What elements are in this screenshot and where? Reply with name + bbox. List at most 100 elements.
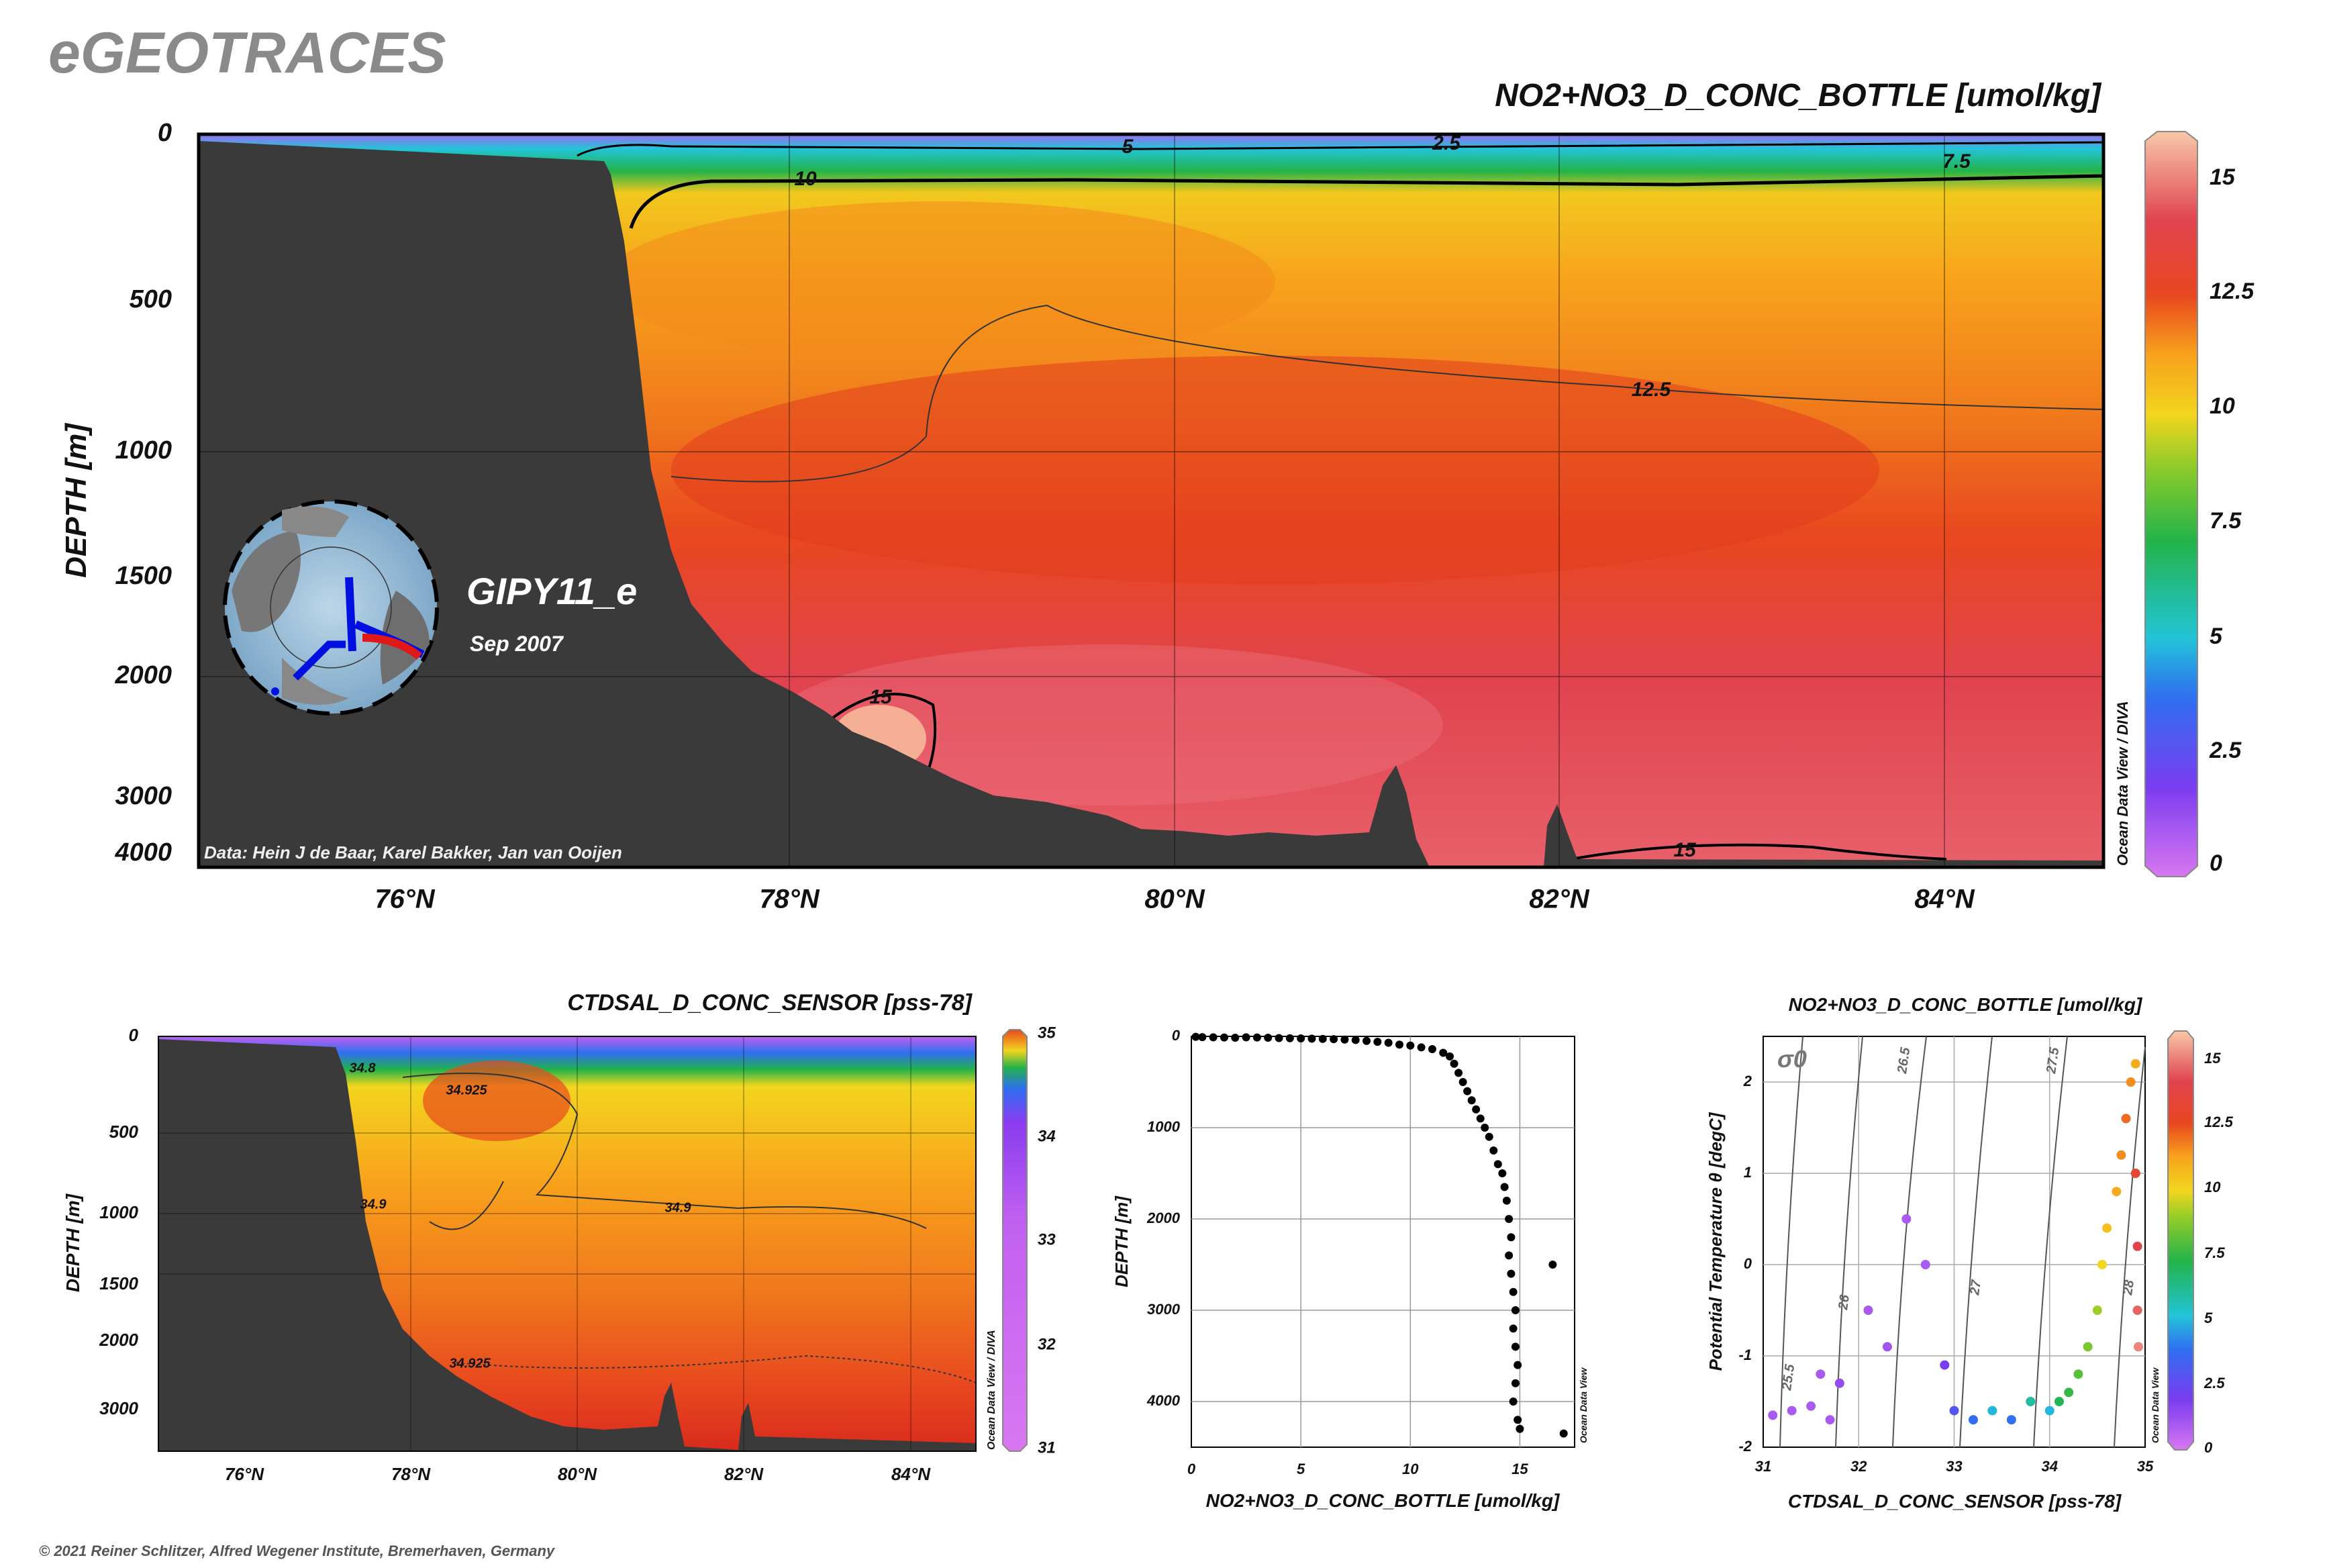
salinity-blob xyxy=(423,1061,571,1141)
ts-ytick-2: 0 xyxy=(1744,1255,1752,1272)
ts-cbar-tick-3: 7.5 xyxy=(2204,1244,2225,1261)
profile-point xyxy=(1498,1169,1507,1177)
main-xtick-0: 76°N xyxy=(375,885,435,914)
main-field-blob-orange xyxy=(604,201,1275,362)
ts-point xyxy=(2073,1369,2083,1379)
profile-point xyxy=(1191,1032,1200,1041)
ts-point xyxy=(1901,1214,1912,1224)
ts-point xyxy=(2026,1397,2036,1406)
ts-point xyxy=(1968,1415,1978,1425)
main-seafloor xyxy=(199,141,2103,867)
main-contour-label-4: 12.5 xyxy=(1632,379,1672,401)
profile-point xyxy=(1439,1048,1448,1057)
main-section-title: NO2+NO3_D_CONC_BOTTLE [umol/kg] xyxy=(1495,78,2102,113)
salinity-ytick-3: 1500 xyxy=(99,1273,138,1293)
ts-grid xyxy=(1763,1036,2145,1447)
profile-point xyxy=(1340,1035,1349,1044)
profile-point xyxy=(1505,1251,1514,1260)
profile-point xyxy=(1275,1034,1283,1042)
ts-point xyxy=(2097,1260,2107,1269)
ts-cbar-tick-6: 15 xyxy=(2204,1050,2221,1067)
profile-point xyxy=(1384,1038,1393,1047)
profile-point xyxy=(1509,1287,1518,1296)
profile-point xyxy=(1472,1105,1481,1114)
footer-copyright: © 2021 Reiner Schlitzer, Alfred Wegener … xyxy=(39,1542,556,1559)
main-xtick-1: 78°N xyxy=(759,885,820,914)
contour-15-left xyxy=(831,693,937,779)
main-xtick-2: 80°N xyxy=(1144,885,1205,914)
ts-points xyxy=(1768,1059,2144,1425)
ts-point xyxy=(1882,1342,1892,1352)
ts-cbar-tick-2: 5 xyxy=(2204,1310,2213,1326)
salinity-contour xyxy=(402,1073,927,1230)
ts-point xyxy=(2126,1077,2136,1087)
profile-ylabel: DEPTH [m] xyxy=(1111,1195,1132,1287)
salinity-xtick-2: 80°N xyxy=(558,1464,597,1484)
profile-point xyxy=(1428,1045,1436,1054)
profile-point xyxy=(1511,1342,1520,1351)
main-ylabel: DEPTH [m] xyxy=(60,423,93,578)
profile-point xyxy=(1505,1215,1514,1223)
main-field-blob-pink xyxy=(772,644,1443,805)
ts-isopycnals xyxy=(1779,1036,2146,1448)
profile-point xyxy=(1446,1052,1454,1061)
main-colorbar xyxy=(2144,131,2198,877)
profile-ytick-1: 1000 xyxy=(1147,1118,1181,1135)
salinity-section-plot: CTDSAL_D_CONC_SENSOR [pss-78] 76°N 78°N 80… xyxy=(62,990,1056,1484)
ts-point xyxy=(1834,1378,1844,1388)
contour-10 xyxy=(629,174,2104,229)
profile-ytick-0: 0 xyxy=(1172,1027,1181,1044)
salinity-xtick-1: 78°N xyxy=(391,1464,431,1484)
ts-point xyxy=(2112,1187,2122,1197)
profile-point xyxy=(1516,1424,1524,1433)
main-ytick-6: 4000 xyxy=(114,838,172,867)
profile-point xyxy=(1493,1160,1502,1169)
profile-point xyxy=(1417,1043,1426,1052)
ts-point xyxy=(2102,1223,2112,1233)
profile-point xyxy=(1264,1034,1273,1042)
contour-5 xyxy=(577,141,2104,157)
ts-ytick-3: 1 xyxy=(1744,1164,1752,1181)
salinity-cbar-tick-1: 32 xyxy=(1038,1335,1056,1353)
ts-point xyxy=(2132,1241,2142,1251)
main-grid xyxy=(199,134,2103,867)
salinity-cbar-tick-3: 34 xyxy=(1038,1127,1056,1145)
ts-isopycnal-label-1: 26 xyxy=(1836,1293,1852,1312)
ts-watermark: Ocean Data View xyxy=(2150,1367,2161,1443)
main-field-blob-red xyxy=(671,356,1879,584)
salinity-xtick-3: 82°N xyxy=(724,1464,764,1484)
salinity-cbar-tick-0: 31 xyxy=(1038,1438,1056,1457)
salinity-frame xyxy=(158,1036,977,1452)
ts-point xyxy=(1987,1406,1997,1416)
ts-point xyxy=(2121,1114,2131,1124)
cruise-date: Sep 2007 xyxy=(470,632,564,656)
ts-cbar-tick-1: 2.5 xyxy=(2204,1375,2225,1391)
profile-point xyxy=(1297,1034,1305,1042)
profile-xtick-2: 10 xyxy=(1402,1461,1419,1477)
salinity-ytick-0: 0 xyxy=(129,1025,139,1045)
salinity-grid xyxy=(158,1036,976,1451)
main-cbar-tick-4: 10 xyxy=(2210,393,2235,419)
profile-point xyxy=(1231,1034,1240,1042)
ts-ytick-4: 2 xyxy=(1743,1073,1752,1089)
ts-cbar-tick-5: 12.5 xyxy=(2204,1114,2234,1130)
salinity-contour-label-0: 34.8 xyxy=(350,1061,377,1075)
salinity-ytick-5: 3000 xyxy=(99,1398,138,1418)
salinity-ytick-2: 1000 xyxy=(99,1202,138,1222)
profile-point xyxy=(1458,1078,1467,1086)
profile-point xyxy=(1514,1361,1522,1369)
profile-point xyxy=(1198,1033,1207,1042)
ts-colorbar xyxy=(2167,1030,2194,1451)
ts-point xyxy=(2116,1150,2126,1160)
main-contour-label-3: 10 xyxy=(794,168,817,190)
profile-point xyxy=(1220,1033,1228,1042)
ts-xlabel: CTDSAL_D_CONC_SENSOR [pss-78] xyxy=(1788,1491,2122,1512)
profile-point xyxy=(1511,1379,1520,1387)
profile-point xyxy=(1481,1124,1489,1132)
main-contour-label-6: 15 xyxy=(1673,839,1697,861)
main-section-frame xyxy=(197,132,2106,869)
ts-point xyxy=(2006,1415,2016,1425)
contour-12-5 xyxy=(671,304,2104,483)
main-ytick-4: 2000 xyxy=(114,661,172,689)
